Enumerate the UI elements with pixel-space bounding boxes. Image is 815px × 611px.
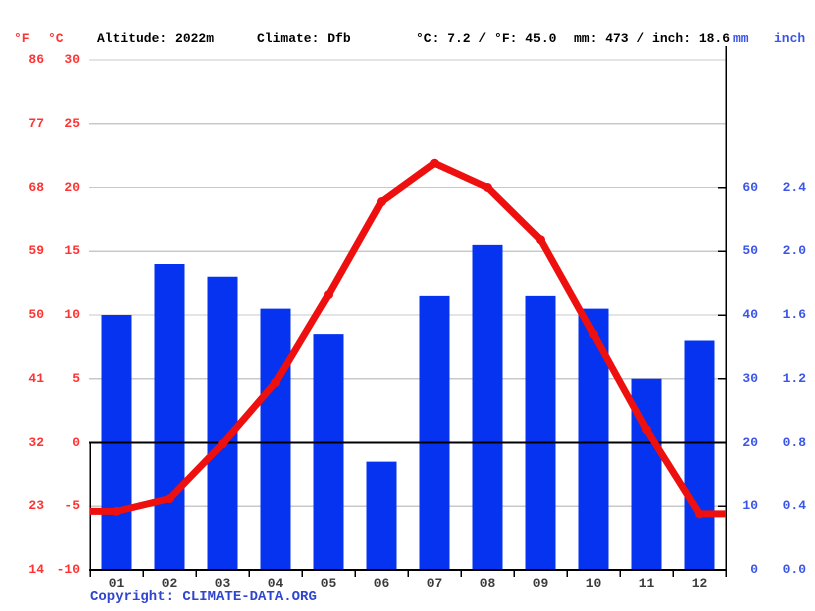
month-label-04: 04 bbox=[267, 576, 284, 591]
label-inch-1.6: 1.6 bbox=[782, 307, 806, 322]
label-f-50: 50 bbox=[28, 307, 44, 322]
month-label-06: 06 bbox=[373, 576, 390, 591]
fahrenheit-unit-label: °F bbox=[14, 31, 30, 46]
month-label-11: 11 bbox=[638, 576, 655, 591]
precip-bar-12 bbox=[684, 340, 715, 570]
label-mm-50: 50 bbox=[742, 243, 758, 259]
month-label-12: 12 bbox=[691, 576, 708, 591]
temperature-point-05 bbox=[324, 290, 333, 300]
inch-unit-label: inch bbox=[774, 31, 806, 46]
label-inch-1.2: 1.2 bbox=[782, 370, 806, 386]
annual-precip-label: mm: 473 / inch: 18.6 bbox=[574, 31, 731, 46]
precip-bar-05 bbox=[313, 334, 344, 570]
label-c--5: -5 bbox=[64, 498, 80, 514]
temperature-point-12 bbox=[695, 509, 704, 519]
temperature-point-02 bbox=[165, 494, 174, 504]
temperature-point-09 bbox=[536, 235, 545, 245]
label-mm-60: 60 bbox=[742, 179, 758, 195]
climate-class-label: Climate: Dfb bbox=[257, 31, 351, 46]
month-label-08: 08 bbox=[479, 576, 496, 591]
label-c-5: 5 bbox=[72, 370, 80, 386]
label-mm-30: 30 bbox=[742, 370, 758, 386]
copyright-line: Copyright: CLIMATE-DATA.ORG bbox=[90, 589, 317, 605]
month-label-05: 05 bbox=[320, 576, 337, 591]
label-c-20: 20 bbox=[64, 179, 80, 195]
temperature-point-01 bbox=[112, 506, 121, 516]
temperature-line bbox=[90, 159, 726, 518]
precip-bar-02 bbox=[154, 264, 185, 570]
label-inch-0.4: 0.4 bbox=[782, 498, 806, 514]
month-label-01: 01 bbox=[108, 576, 125, 591]
precip-bar-08 bbox=[472, 244, 503, 570]
label-mm-0: 0 bbox=[750, 562, 758, 577]
temperature-point-11 bbox=[642, 425, 651, 435]
label-mm-20: 20 bbox=[742, 434, 758, 450]
label-mm-40: 40 bbox=[742, 307, 758, 322]
temperature-point-10 bbox=[589, 329, 598, 339]
month-label-10: 10 bbox=[585, 576, 602, 591]
altitude-label: Altitude: 2022m bbox=[97, 31, 215, 46]
temperature-point-06 bbox=[377, 197, 386, 207]
label-f-68: 68 bbox=[28, 179, 44, 195]
label-f-86: 86 bbox=[28, 52, 44, 67]
label-f-59: 59 bbox=[28, 243, 44, 259]
label-f-32: 32 bbox=[28, 434, 44, 450]
precip-bar-07 bbox=[419, 295, 450, 570]
precip-bar-09 bbox=[525, 295, 556, 570]
temperature-point-03 bbox=[218, 439, 227, 449]
label-c-10: 10 bbox=[64, 307, 80, 322]
temperature-point-08 bbox=[483, 183, 492, 192]
precip-bar-06 bbox=[366, 461, 397, 570]
label-f-14: 14 bbox=[28, 562, 44, 577]
label-inch-2.4: 2.4 bbox=[782, 179, 806, 195]
precip-bar-03 bbox=[207, 276, 238, 570]
copyright-link[interactable]: CLIMATE-DATA.ORG bbox=[182, 589, 317, 605]
month-label-03: 03 bbox=[214, 576, 231, 591]
celsius-unit-label: °C bbox=[48, 31, 64, 46]
mean-temp-label: °C: 7.2 / °F: 45.0 bbox=[416, 31, 557, 46]
label-c--10: -10 bbox=[56, 562, 80, 577]
precip-bar-04 bbox=[260, 308, 291, 570]
copyright-prefix: Copyright: bbox=[90, 589, 183, 605]
label-c-15: 15 bbox=[64, 243, 80, 259]
label-inch-0.8: 0.8 bbox=[782, 434, 806, 450]
label-inch-2.0: 2.0 bbox=[782, 243, 806, 259]
temperature-point-04 bbox=[271, 378, 280, 388]
label-f-23: 23 bbox=[28, 498, 44, 514]
label-f-41: 41 bbox=[28, 370, 44, 386]
label-c-0: 0 bbox=[72, 434, 80, 450]
label-f-77: 77 bbox=[28, 115, 44, 131]
temperature-point-07 bbox=[430, 158, 439, 168]
month-label-07: 07 bbox=[426, 576, 443, 591]
month-label-02: 02 bbox=[161, 576, 178, 591]
label-c-25: 25 bbox=[64, 115, 80, 131]
label-mm-10: 10 bbox=[742, 498, 758, 514]
label-c-30: 30 bbox=[64, 52, 80, 67]
label-inch-0.0: 0.0 bbox=[782, 562, 806, 577]
mm-unit-label: mm bbox=[733, 31, 749, 46]
month-label-09: 09 bbox=[532, 576, 549, 591]
